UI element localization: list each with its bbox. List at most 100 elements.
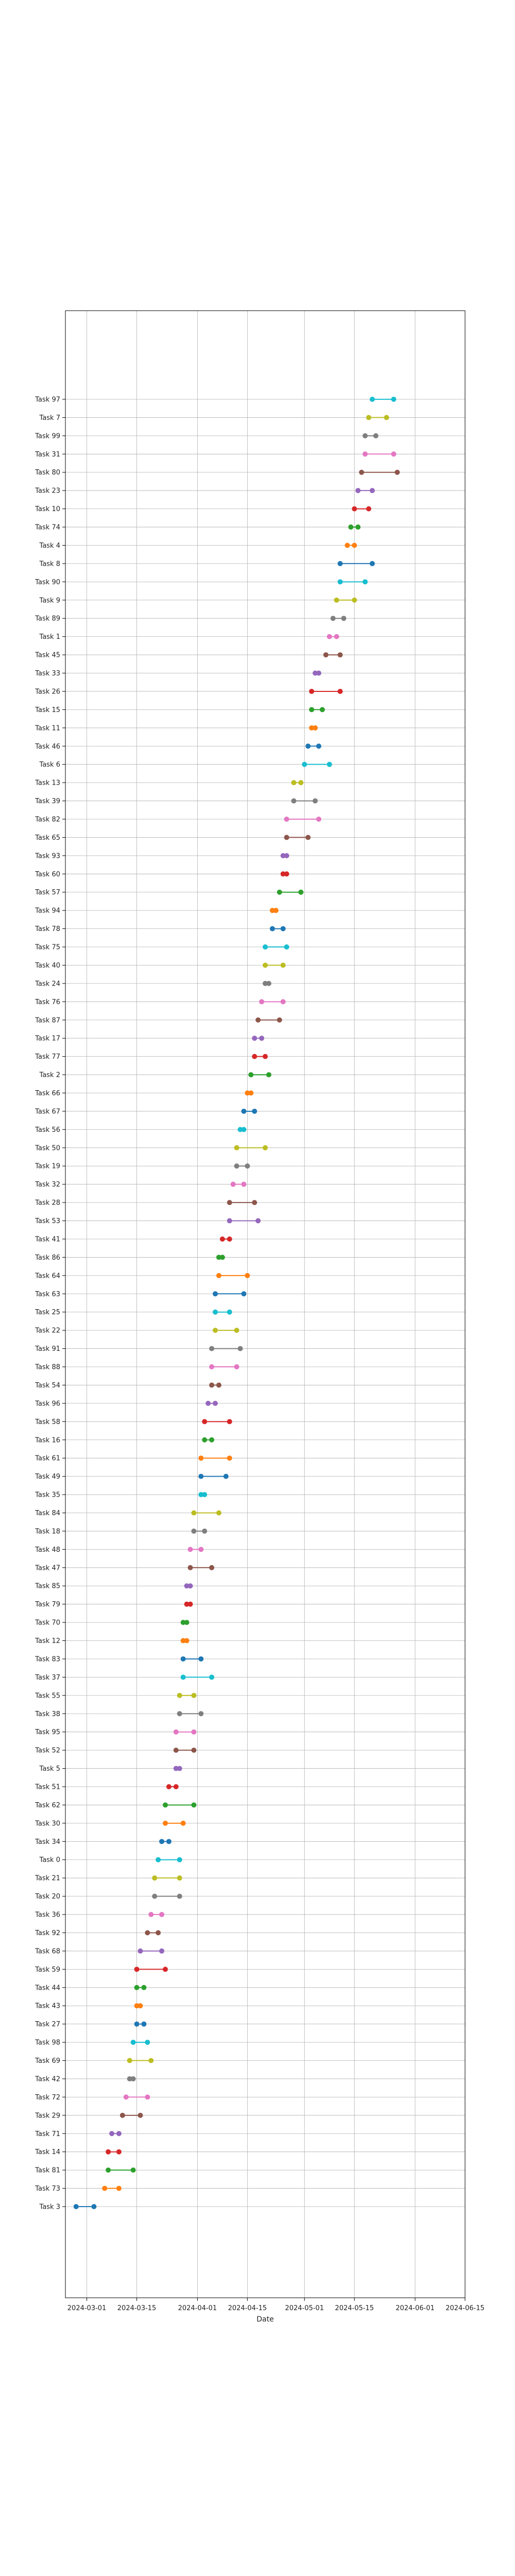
task-start-point xyxy=(177,1692,182,1698)
y-tick-label: Task 46 xyxy=(35,743,60,751)
task-end-point xyxy=(213,1400,218,1406)
task-start-point xyxy=(119,2112,125,2118)
x-tick-label: 2024-06-01 xyxy=(396,2304,435,2312)
task-end-point xyxy=(266,980,271,986)
task-end-point xyxy=(216,1382,221,1388)
task-end-point xyxy=(141,2021,147,2027)
y-tick-label: Task 93 xyxy=(35,852,60,860)
task-end-point xyxy=(184,1638,190,1643)
y-tick-label: Task 38 xyxy=(35,1710,60,1718)
y-tick-label: Task 54 xyxy=(35,1382,60,1389)
y-tick-label: Task 83 xyxy=(35,1655,60,1663)
task-start-point xyxy=(166,1784,171,1790)
task-start-point xyxy=(345,543,350,548)
y-tick-label: Task 21 xyxy=(35,1875,60,1883)
task-end-point xyxy=(166,1839,171,1844)
task-end-point xyxy=(263,1145,268,1150)
task-start-point xyxy=(366,415,371,420)
y-tick-label: Task 16 xyxy=(35,1436,60,1444)
task-start-point xyxy=(323,652,329,658)
task-end-point xyxy=(187,1601,193,1607)
y-tick-label: Task 13 xyxy=(35,779,60,787)
task-end-point xyxy=(156,1930,161,1936)
task-start-point xyxy=(359,469,365,475)
y-tick-label: Task 39 xyxy=(35,798,60,805)
y-tick-label: Task 45 xyxy=(35,652,60,659)
task-end-point xyxy=(373,433,379,438)
task-end-point xyxy=(284,871,289,877)
y-tick-label: Task 67 xyxy=(35,1108,60,1115)
y-tick-label: Task 89 xyxy=(35,615,60,623)
task-end-point xyxy=(159,1948,165,1954)
y-tick-label: Task 62 xyxy=(35,1802,60,1809)
task-start-point xyxy=(241,1108,247,1114)
y-tick-label: Task 26 xyxy=(35,688,60,696)
y-tick-label: Task 0 xyxy=(39,1856,60,1864)
task-start-point xyxy=(252,1054,258,1059)
task-start-point xyxy=(198,1492,204,1498)
task-end-point xyxy=(352,543,357,548)
task-end-point xyxy=(255,1218,261,1224)
y-tick-label: Task 22 xyxy=(35,1327,60,1335)
y-tick-label: Task 86 xyxy=(35,1254,60,1262)
task-start-point xyxy=(123,2094,129,2100)
task-start-point xyxy=(127,2058,132,2063)
task-end-point xyxy=(245,1273,250,1278)
task-start-point xyxy=(187,1565,193,1570)
task-start-point xyxy=(202,1437,208,1443)
task-end-point xyxy=(163,1967,168,1972)
y-tick-label: Task 14 xyxy=(35,2148,60,2156)
task-start-point xyxy=(145,1930,150,1936)
task-end-point xyxy=(313,798,318,804)
task-end-point xyxy=(319,707,325,713)
y-tick-label: Task 4 xyxy=(39,542,60,550)
task-start-point xyxy=(180,1620,186,1625)
task-start-point xyxy=(163,1802,168,1808)
task-end-point xyxy=(316,743,321,749)
task-start-point xyxy=(134,1985,140,1990)
task-start-point xyxy=(127,2076,132,2081)
y-tick-label: Task 34 xyxy=(35,1838,60,1846)
task-end-point xyxy=(177,1857,182,1862)
task-end-point xyxy=(141,1985,147,1990)
task-end-point xyxy=(191,1692,197,1698)
y-tick-label: Task 48 xyxy=(35,1546,60,1554)
task-start-point xyxy=(191,1528,197,1534)
task-start-point xyxy=(187,1547,193,1552)
task-start-point xyxy=(173,1729,179,1735)
task-start-point xyxy=(209,1346,215,1351)
y-tick-label: Task 11 xyxy=(35,724,60,732)
y-tick-label: Task 33 xyxy=(35,670,60,677)
y-tick-label: Task 90 xyxy=(35,579,60,586)
y-tick-label: Task 35 xyxy=(35,1492,60,1499)
y-tick-label: Task 7 xyxy=(39,414,60,422)
y-tick-label: Task 72 xyxy=(35,2094,60,2102)
task-end-point xyxy=(248,1090,254,1096)
task-end-point xyxy=(227,1236,232,1242)
y-tick-label: Task 69 xyxy=(35,2057,60,2065)
task-start-point xyxy=(73,2204,79,2209)
task-end-point xyxy=(130,2076,136,2081)
task-start-point xyxy=(337,579,343,585)
task-end-point xyxy=(391,451,397,457)
y-tick-label: Task 96 xyxy=(35,1400,60,1408)
task-start-point xyxy=(369,397,375,402)
y-tick-label: Task 3 xyxy=(39,2204,60,2211)
task-end-point xyxy=(202,1528,208,1534)
task-start-point xyxy=(134,2003,140,2009)
task-start-point xyxy=(284,816,289,822)
task-start-point xyxy=(259,999,265,1005)
y-tick-label: Task 59 xyxy=(35,1966,60,1974)
task-end-point xyxy=(316,670,321,676)
task-end-point xyxy=(284,853,289,858)
task-end-point xyxy=(191,1748,197,1753)
task-end-point xyxy=(138,2003,143,2009)
task-end-point xyxy=(138,2112,143,2118)
y-tick-label: Task 53 xyxy=(35,1217,60,1225)
plot-frame xyxy=(65,310,466,2298)
task-end-point xyxy=(91,2204,97,2209)
task-start-point xyxy=(309,725,315,731)
y-tick-label: Task 28 xyxy=(35,1199,60,1207)
task-end-point xyxy=(337,652,343,658)
